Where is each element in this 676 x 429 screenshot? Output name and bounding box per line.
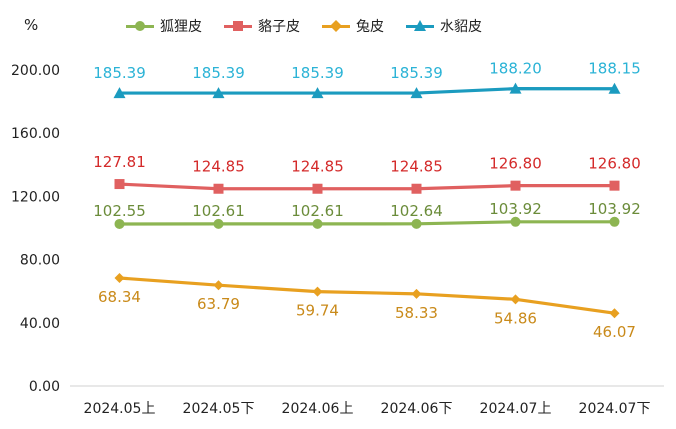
data-point	[114, 179, 125, 190]
legend-item-rabbit: 兔皮	[322, 16, 384, 36]
data-point	[608, 82, 621, 94]
data-label: 59.74	[296, 302, 339, 320]
data-label: 63.79	[197, 295, 240, 313]
legend-label-mink: 水貂皮	[440, 19, 482, 35]
y-tick-label: 0.00	[29, 379, 60, 395]
y-tick-label: 120.00	[11, 189, 60, 205]
y-axis-unit: %	[24, 16, 39, 34]
legend-item-fox: 狐狸皮	[126, 16, 202, 36]
data-point	[213, 218, 224, 229]
legend-label-fox: 狐狸皮	[160, 19, 202, 35]
data-point	[410, 87, 423, 99]
data-point	[114, 218, 125, 229]
y-tick-label: 80.00	[20, 253, 60, 269]
data-label: 68.34	[98, 288, 141, 306]
data-label: 126.80	[489, 155, 542, 173]
data-label: 185.39	[93, 64, 146, 82]
x-tick-label: 2024.07下	[579, 401, 651, 417]
series-line	[117, 182, 617, 191]
data-label: 124.85	[291, 158, 344, 176]
data-label: 185.39	[192, 64, 245, 82]
data-label: 102.64	[390, 202, 443, 220]
series-line	[117, 87, 617, 95]
data-label: 127.81	[93, 153, 146, 171]
data-point	[609, 180, 620, 191]
data-point	[212, 87, 225, 99]
data-label: 188.20	[489, 60, 542, 78]
data-point	[114, 273, 125, 284]
data-label: 102.61	[291, 202, 344, 220]
data-point	[213, 280, 224, 291]
y-tick-label: 200.00	[11, 63, 60, 79]
data-point	[509, 82, 522, 94]
data-label: 58.33	[395, 304, 438, 322]
legend-swatch-mink	[406, 19, 434, 33]
x-tick-label: 2024.05上	[84, 401, 156, 417]
chart-legend: 狐狸皮 貉子皮 兔皮 水貂皮	[126, 16, 482, 36]
y-tick-label: 40.00	[20, 316, 60, 332]
data-label: 188.15	[588, 60, 641, 78]
data-point	[510, 216, 521, 227]
data-point	[510, 180, 521, 191]
x-tick-label: 2024.07上	[480, 401, 552, 417]
data-label: 185.39	[390, 64, 443, 82]
x-tick-label: 2024.06上	[282, 401, 354, 417]
data-point	[609, 308, 620, 319]
data-point	[609, 216, 620, 227]
data-label: 102.55	[93, 202, 146, 220]
data-point	[312, 286, 323, 297]
data-label: 103.92	[588, 200, 641, 218]
legend-label-rabbit: 兔皮	[356, 19, 384, 35]
data-label: 185.39	[291, 64, 344, 82]
data-point	[411, 183, 422, 194]
data-label: 124.85	[390, 158, 443, 176]
data-label: 103.92	[489, 200, 542, 218]
data-label: 124.85	[192, 158, 245, 176]
legend-swatch-raccoon	[224, 19, 252, 33]
data-point	[311, 87, 324, 99]
data-point	[312, 183, 323, 194]
legend-item-raccoon: 貉子皮	[224, 16, 300, 36]
legend-swatch-fox	[126, 19, 154, 33]
data-label: 54.86	[494, 309, 537, 327]
data-point	[213, 183, 224, 194]
legend-item-mink: 水貂皮	[406, 16, 482, 36]
legend-label-raccoon: 貉子皮	[258, 19, 300, 35]
x-tick-label: 2024.06下	[381, 401, 453, 417]
series-line	[117, 276, 617, 315]
data-point	[411, 218, 422, 229]
data-label: 102.61	[192, 202, 245, 220]
legend-swatch-rabbit	[322, 19, 350, 33]
data-point	[113, 87, 126, 99]
data-point	[411, 288, 422, 299]
data-point	[312, 218, 323, 229]
data-label: 126.80	[588, 155, 641, 173]
data-point	[510, 294, 521, 305]
x-tick-label: 2024.05下	[183, 401, 255, 417]
y-tick-label: 160.00	[11, 126, 60, 142]
series-line	[117, 220, 617, 226]
data-label: 46.07	[593, 323, 636, 341]
